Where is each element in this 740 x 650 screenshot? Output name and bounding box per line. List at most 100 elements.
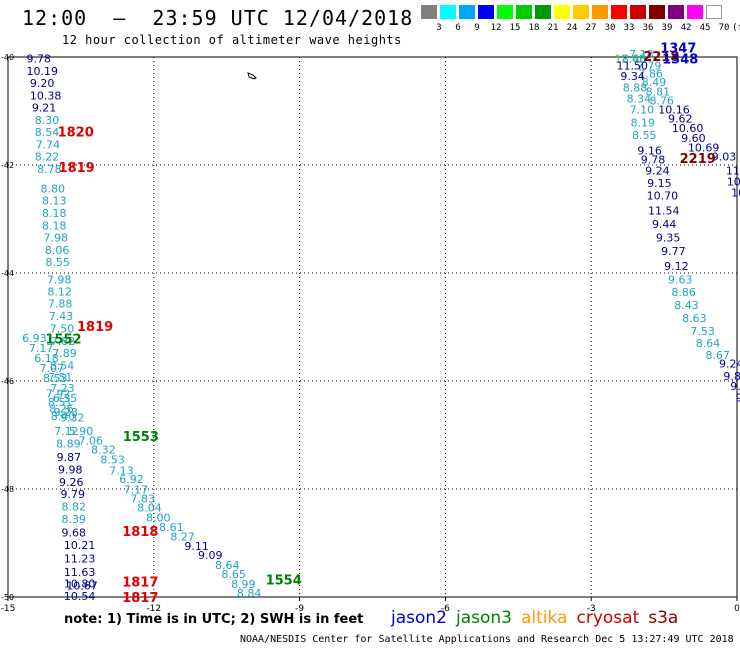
data-point: 9.20: [30, 77, 55, 90]
scale-label: 9: [474, 23, 480, 33]
data-point: 9.35: [656, 232, 681, 245]
data-point: 8.61: [159, 521, 184, 534]
data-point: 7.51: [48, 371, 73, 384]
data-point: 9.44: [652, 218, 677, 231]
scale-swatch: [687, 5, 703, 19]
data-point: 9.12: [664, 260, 689, 273]
data-point: 7.92: [46, 388, 71, 401]
data-point: 9.78: [26, 52, 51, 65]
scale-swatch: [421, 5, 437, 19]
time-label: 1348: [662, 52, 698, 67]
data-point: 8.53: [100, 454, 125, 467]
data-point: 8.04: [137, 502, 162, 515]
scale-swatch: [592, 5, 608, 19]
data-point: 7.10: [630, 104, 655, 117]
data-point: 10.38: [30, 90, 62, 103]
scale-swatch: [630, 5, 646, 19]
time-label: 1552: [45, 333, 81, 348]
data-point: 8.86: [671, 286, 696, 299]
data-point: 7.82: [51, 335, 76, 348]
data-point: 11.50: [616, 59, 648, 72]
scale-swatch: [478, 5, 494, 19]
data-point: 8.67: [705, 349, 730, 362]
data-point: 8.99: [231, 578, 256, 591]
data-point: 8.55: [45, 256, 69, 269]
data-point: 9.77: [661, 245, 686, 258]
data-point: 9.09: [198, 549, 223, 562]
data-point: 7.50: [50, 322, 75, 335]
scale-label: 24: [566, 23, 578, 33]
scale-label: 15: [509, 23, 521, 33]
data-point: 7.17: [29, 342, 54, 355]
data-point: 7.06: [78, 435, 103, 448]
data-point: 11.54: [648, 205, 680, 218]
data-point: 8.64: [696, 337, 721, 350]
legend-s3a: s3a: [648, 608, 679, 628]
x-tick-label: -12: [146, 604, 161, 614]
data-point: 7.98: [47, 273, 72, 286]
time-label: 1819: [77, 320, 113, 335]
plot-frame: [7, 56, 738, 598]
data-point: 8.84: [237, 587, 262, 600]
y-tick-label: -40: [1, 53, 14, 62]
data-point: 8.26: [49, 402, 73, 415]
data-point: 8.12: [47, 286, 71, 299]
data-point: 10.67: [66, 579, 98, 592]
scale-label: (ft): [732, 23, 740, 33]
data-point: 11.63: [64, 566, 96, 579]
scale-swatch: [535, 5, 551, 19]
scale-swatch: [554, 5, 570, 19]
data-point: 7.07: [40, 362, 64, 375]
data-point: 7.74: [36, 138, 61, 151]
data-point: 9.23: [54, 406, 79, 419]
data-point: 8.81: [646, 85, 671, 98]
data-point: 9.98: [58, 463, 83, 476]
data-point: 7.12: [54, 425, 79, 438]
scale-swatch: [516, 5, 532, 19]
data-point: 7.86: [638, 68, 663, 81]
data-point: 7.17: [124, 483, 149, 496]
data-point: 8.00: [146, 511, 171, 524]
data-point: 6.92: [119, 473, 144, 486]
data-point: 8.39: [61, 513, 86, 526]
data-point: 8.54: [50, 360, 75, 373]
data-point: 10.04: [731, 186, 740, 199]
scale-label: 39: [661, 23, 673, 33]
scale-swatch: [459, 5, 475, 19]
scale-label: 12: [490, 23, 502, 33]
chart-time-labels: 1820181918191552155318181554181718171347…: [45, 42, 715, 606]
y-tick-label: -48: [1, 485, 14, 494]
scale-label: 18: [528, 23, 540, 33]
data-point: 8.88: [623, 82, 648, 95]
time-label: 2219: [680, 152, 716, 167]
data-point: 9.78: [641, 153, 666, 166]
data-point: 8.82: [61, 501, 86, 514]
scale-label: 27: [585, 23, 597, 33]
data-point: 9.84: [723, 370, 740, 383]
data-point: 11.43: [726, 165, 740, 178]
data-point: 9.26: [59, 476, 84, 489]
data-point: 8.18: [42, 219, 67, 232]
x-tick-label: -15: [1, 604, 16, 614]
data-point: 8.65: [221, 568, 246, 581]
data-point: 9.21: [32, 102, 57, 115]
time-label: 1553: [123, 430, 159, 445]
page-title: 12:00 — 23:59 UTC 12/04/2018: [22, 6, 414, 30]
x-tick-label: 0: [734, 604, 740, 614]
data-point: 6.35: [53, 392, 78, 405]
data-point: 9.11: [184, 540, 209, 553]
data-point: 7.53: [690, 325, 715, 338]
chart-points: 9.7810.199.2010.389.218.308.547.748.228.…: [22, 48, 740, 603]
scale-label: 36: [642, 23, 654, 33]
data-point: 10.69: [688, 142, 720, 155]
chart-axes: -15 -12 -9 -6 -3 0 -40 -42 -44 -46 -48 -50: [1, 53, 740, 614]
time-label: 1817: [122, 591, 158, 606]
data-point: 9.87: [57, 451, 82, 464]
data-point: 8.76: [650, 95, 675, 108]
data-point: 9.32: [60, 412, 85, 425]
data-point: 7.43: [49, 310, 74, 323]
data-point: 8.18: [42, 207, 67, 220]
scale-swatch: [440, 5, 456, 19]
data-point: 10.44: [727, 176, 740, 189]
data-point: 8.78: [37, 163, 62, 176]
